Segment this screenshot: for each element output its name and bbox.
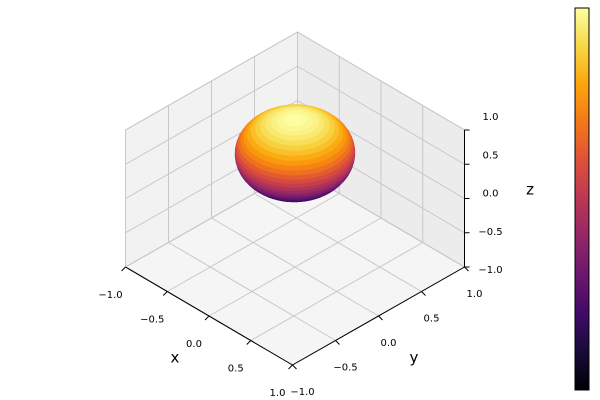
x-tick	[288, 364, 293, 370]
surface-patch	[290, 187, 298, 192]
surface-patch	[285, 200, 293, 203]
x-axis-label: x	[171, 349, 180, 367]
x-tick	[204, 315, 210, 321]
x-tick	[121, 266, 126, 272]
surface-patch	[296, 155, 303, 162]
surface-patch	[284, 170, 292, 176]
surface-patch	[285, 160, 293, 167]
surface-patch	[292, 140, 297, 147]
z-tick-label: −0.5	[478, 227, 502, 238]
z-tick-label: 1.0	[483, 112, 499, 123]
surface-patch	[346, 127, 351, 135]
surface-patch	[349, 134, 354, 141]
surface-patch	[352, 140, 355, 148]
surface-patch	[296, 174, 304, 181]
surface-patch	[324, 191, 332, 196]
surface-patch	[353, 155, 356, 163]
x-tick-label: 1.0	[270, 388, 286, 399]
surface-patch	[296, 160, 303, 167]
surface-patch	[290, 175, 298, 181]
surface-patch	[290, 196, 298, 200]
surface-patch	[296, 179, 304, 185]
x-tick-label: −0.5	[140, 315, 164, 326]
surface-patch	[291, 165, 298, 172]
surface-patch	[287, 145, 293, 152]
surface-patch	[285, 165, 292, 172]
surface-patch	[291, 160, 298, 167]
surface-patch	[290, 179, 298, 185]
grid-line	[125, 65, 298, 165]
y-tick	[292, 364, 297, 370]
surface-patch	[347, 169, 352, 176]
surface-patch	[332, 115, 340, 121]
surface-patch	[290, 193, 298, 198]
y-tick	[464, 266, 469, 272]
z-axis-label: z	[526, 181, 534, 199]
surface-patch	[319, 108, 327, 112]
y-tick-label: 0.0	[381, 338, 397, 349]
x-tick	[246, 340, 252, 345]
x-tick-label: −1.0	[98, 290, 122, 301]
colorbar	[574, 7, 590, 391]
surface-patch	[290, 170, 298, 176]
surface-patch	[286, 155, 293, 162]
surface-patch	[287, 150, 293, 157]
x-tick-label: 0.5	[228, 364, 244, 375]
y-tick-label: 1.0	[467, 289, 483, 300]
surface	[234, 104, 356, 203]
surface-patch	[290, 190, 298, 195]
surface-patch	[288, 140, 294, 147]
z-tick-label: −1.0	[478, 265, 502, 276]
surface-patch	[291, 155, 298, 162]
y-tick	[335, 340, 340, 345]
surface-patch	[338, 119, 345, 126]
surface-patch	[296, 170, 304, 176]
surface-patch	[334, 184, 341, 190]
grid-line	[297, 31, 465, 131]
grid-line	[211, 217, 379, 317]
y-tick-label: −0.5	[333, 363, 357, 374]
x-tick	[162, 291, 168, 296]
grid-line	[297, 65, 465, 165]
surface-patch	[291, 150, 297, 157]
surface-patch	[296, 165, 304, 172]
surface-patch	[291, 145, 297, 152]
surface-patch	[351, 162, 355, 170]
surface-patch	[291, 201, 298, 203]
y-tick	[378, 315, 383, 321]
grid-line	[125, 31, 298, 131]
y-tick	[421, 291, 426, 296]
y-tick-label: 0.5	[424, 314, 440, 325]
y-axis-label: y	[410, 349, 419, 367]
z-tick-label: 0.0	[483, 189, 499, 200]
grid-line	[254, 193, 422, 292]
z-tick-label: 0.5	[483, 150, 499, 161]
surface-patch	[284, 174, 292, 181]
surface-patch	[314, 196, 321, 200]
surface-patch	[284, 179, 292, 185]
grid-line	[168, 242, 336, 341]
surface-patch	[290, 183, 298, 189]
y-tick-label: −1.0	[290, 387, 314, 398]
surface-patch	[343, 175, 349, 182]
x-tick-label: 0.0	[186, 339, 202, 350]
